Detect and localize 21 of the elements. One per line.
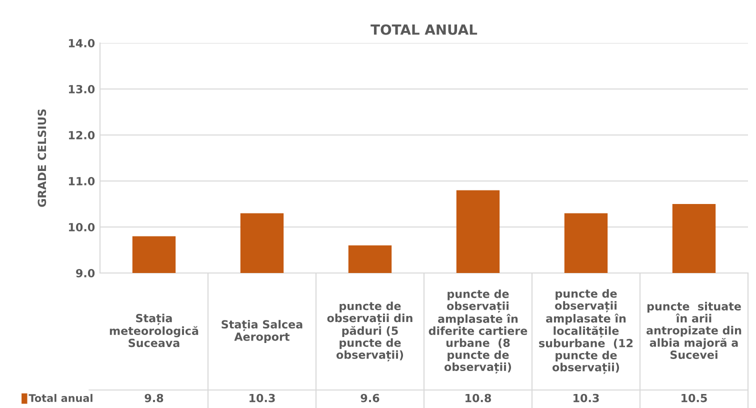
data-label: 10.5 [682, 394, 707, 402]
x-tick-label: puncte de observații din păduri (5 puncte de observații) [327, 302, 412, 362]
chart-title: TOTAL ANUAL [370, 24, 478, 35]
data-label: 9.8 [144, 394, 164, 402]
y-tick-label: 10.0 [68, 222, 95, 232]
x-tick-label: puncte de observații amplasate în localitățile suburbane (12 puncte de observații) [539, 289, 633, 374]
y-tick-label: 13.0 [68, 84, 95, 94]
data-label: 10.8 [466, 394, 492, 402]
y-tick-label: 12.0 [68, 130, 95, 140]
x-tick-label: Stația meteorologică Suceava [110, 314, 198, 348]
x-tick-label: puncte situate în arii antropizate din albia majoră a Sucevei [646, 302, 742, 359]
y-axis-title: GRADE CELSIUS [38, 109, 46, 207]
y-tick-label: 9.0 [76, 268, 95, 278]
data-label: 9.6 [360, 394, 380, 402]
data-label: 10.3 [574, 394, 599, 402]
x-tick-label: puncte de observații amplasate în diferite cartiere urbane (8 puncte de observații) [428, 289, 528, 374]
legend-label: Total anual [28, 394, 92, 402]
y-tick-label: 11.0 [68, 176, 95, 186]
y-tick-label: 14.0 [68, 38, 95, 48]
data-label: 10.3 [250, 394, 275, 402]
x-tick-label: Stația Salcea Aeroport [222, 320, 302, 344]
